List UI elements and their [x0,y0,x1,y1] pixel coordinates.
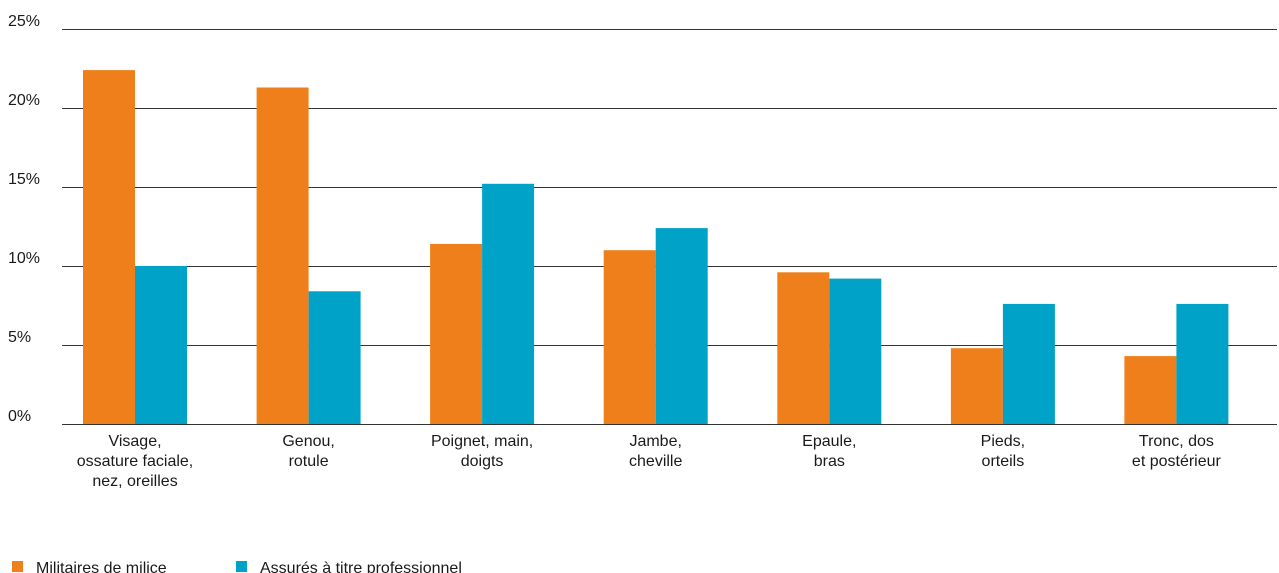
category-label-line: orteils [982,453,1025,470]
category-label-line: doigts [461,453,504,470]
category-label-line: bras [814,453,845,470]
category-label-line: Jambe, [629,433,681,450]
y-axis-ticks: 0% 5% 10% 15% 20% 25% [8,13,40,425]
category-label: Visage, ossature faciale, nez, oreilles [77,433,194,490]
x-axis-labels: Visage, ossature faciale, nez, oreilles Gen… [77,433,1222,490]
legend: Militaires de milice Assurés à titre prof… [12,560,462,573]
bar-militaires-0 [83,70,135,424]
bar-militaires-3 [603,250,656,424]
category-label-line: Visage, [108,433,161,450]
y-tick-label: 5% [8,329,31,346]
category-label-line: Genou, [282,433,334,450]
category-label-line: rotule [289,453,329,470]
category-label-line: nez, oreilles [92,473,177,490]
bar-assures-1 [308,291,361,424]
category-label-line: Tronc, dos [1139,433,1214,450]
y-tick-label: 10% [8,250,40,267]
bar-assures-0 [135,266,187,424]
bar-assures-2 [482,183,535,424]
bar-assures-5 [1002,303,1055,424]
bar-militaires-2 [430,243,483,424]
category-label: Epaule, bras [802,433,856,470]
category-label: Tronc, dos et postérieur [1132,433,1222,470]
legend-swatch-militaires [12,561,23,572]
bars [83,70,1229,424]
y-tick-label: 25% [8,13,40,30]
category-label: Jambe, cheville [629,433,682,470]
category-label: Poignet, main, doigts [431,433,533,470]
category-label: Pieds, orteils [981,433,1025,470]
bar-assures-4 [829,278,882,424]
y-tick-label: 20% [8,92,40,109]
y-tick-label: 0% [8,408,31,425]
legend-label-assures: Assurés à titre professionnel [260,560,462,573]
bar-assures-3 [655,228,708,424]
category-label-line: et postérieur [1132,453,1222,470]
category-label-line: Poignet, main, [431,433,533,450]
bar-militaires-5 [950,348,1003,424]
legend-swatch-assures [236,561,247,572]
category-label-line: ossature faciale, [77,453,194,470]
category-label-line: Pieds, [981,433,1025,450]
bar-militaires-4 [777,272,830,424]
y-tick-label: 15% [8,171,40,188]
bar-militaires-1 [256,87,309,424]
category-label-line: Epaule, [802,433,856,450]
legend-label-militaires: Militaires de milice [36,560,167,573]
bar-assures-6 [1176,303,1229,424]
bar-militaires-6 [1124,356,1177,424]
category-label-line: cheville [629,453,682,470]
category-label: Genou, rotule [282,433,334,470]
